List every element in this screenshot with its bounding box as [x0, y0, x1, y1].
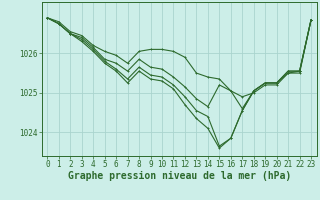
X-axis label: Graphe pression niveau de la mer (hPa): Graphe pression niveau de la mer (hPa): [68, 171, 291, 181]
